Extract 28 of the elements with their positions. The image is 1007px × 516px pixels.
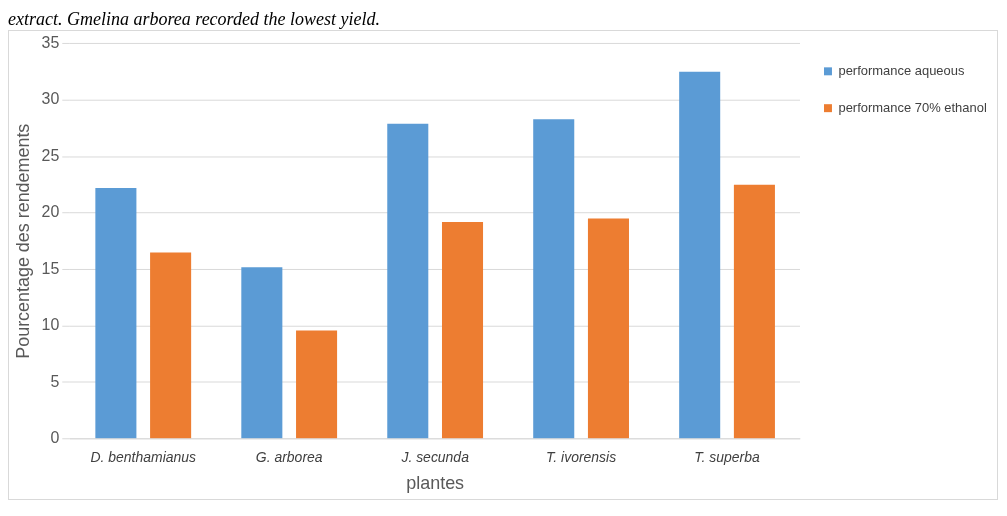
x-tick-label: T. superba: [694, 449, 760, 466]
y-tick-label: 20: [41, 203, 60, 221]
bar: [95, 188, 137, 439]
x-tick-label: J. secunda: [400, 449, 470, 466]
y-tick-label: 0: [50, 429, 60, 447]
y-axis-title: Pourcentage des rendements: [12, 123, 33, 359]
bar: [150, 252, 192, 439]
y-tick-label: 25: [41, 146, 60, 164]
legend-label: performance aqueous: [838, 62, 965, 78]
x-tick-label: G. arborea: [255, 449, 323, 466]
y-tick-label: 35: [41, 33, 60, 51]
bar: [733, 184, 775, 439]
y-tick-label: 5: [50, 372, 60, 390]
bar: [296, 330, 338, 439]
x-axis-title: plantes: [406, 473, 465, 494]
bar: [679, 71, 721, 439]
bar: [587, 218, 629, 439]
y-tick-label: 30: [41, 90, 60, 108]
bar: [241, 267, 283, 439]
text: extract. Gmelina arborea recorded the lowest yield.: [8, 8, 381, 30]
y-tick-label: 15: [41, 259, 60, 277]
bar: [533, 119, 575, 439]
bar: [387, 123, 429, 439]
bar: [441, 222, 484, 439]
legend-label: performance 70% ethanol: [838, 99, 987, 115]
y-tick-label: 10: [41, 316, 60, 334]
x-tick-label: D. benthamianus: [90, 449, 197, 466]
x-tick-label: T. ivorensis: [546, 449, 617, 466]
